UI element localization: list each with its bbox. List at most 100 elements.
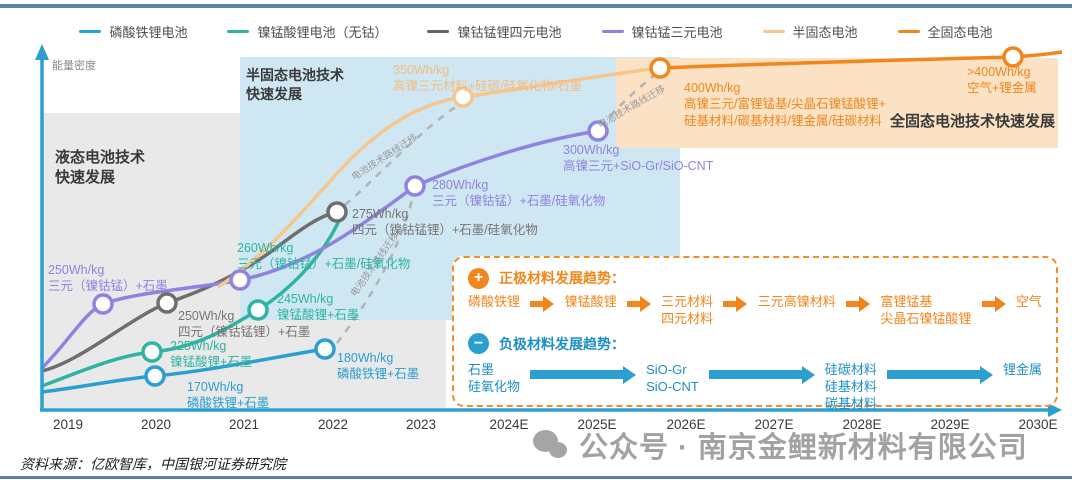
x-tick: 2024E bbox=[489, 417, 529, 432]
cathode-step: 磷酸铁锂 bbox=[468, 294, 521, 309]
migration-path-quaternary-to-semi bbox=[344, 102, 461, 206]
label-245: 245Wh/kg 镍锰酸锂+石墨 bbox=[277, 292, 360, 323]
quaternary-line bbox=[41, 210, 338, 373]
y-axis-arrowhead bbox=[35, 44, 49, 60]
x-tick: 2025E bbox=[577, 417, 617, 432]
point-lmo-245 bbox=[247, 299, 269, 321]
x-tick: 2021 bbox=[228, 417, 260, 432]
region-solid-state bbox=[616, 58, 1058, 148]
anode-flow: 石墨 硅氧化物 SiO-Gr SiO-CNT 硅碳材料 硅基材料 碳基材料 锂金… bbox=[468, 362, 1042, 413]
legend-item-lmo: 镍锰酸锂电池（无钴） bbox=[227, 22, 387, 41]
watermark-text: 公众号 · 南京金鲤新材料有限公司 bbox=[579, 432, 1028, 464]
legend-swatch-ternary bbox=[601, 30, 624, 33]
point-ternary-260 bbox=[229, 269, 251, 291]
wechat-icon bbox=[533, 428, 573, 462]
anode-step: SiO-Gr SiO-CNT bbox=[646, 361, 699, 394]
migration-connectors bbox=[336, 72, 658, 344]
cathode-trend-title: 正极材料发展趋势： bbox=[499, 270, 625, 286]
label-250-ternary: 250Wh/kg 三元（镍钴锰）+石墨 bbox=[48, 263, 168, 294]
legend-label: 镍锰酸锂电池（无钴） bbox=[257, 25, 388, 40]
cathode-step: 镍锰酸锂 bbox=[564, 294, 617, 309]
legend-item-solid-state: 全固态电池 bbox=[897, 22, 993, 41]
point-ternary-300 bbox=[587, 120, 609, 142]
point-quaternary-250 bbox=[156, 292, 178, 314]
minus-icon: − bbox=[468, 333, 489, 355]
bottom-border bbox=[0, 476, 1072, 479]
legend-label: 磷酸铁锂电池 bbox=[109, 25, 188, 40]
x-tick: 2028E bbox=[842, 417, 882, 432]
legend-swatch-solid-state bbox=[897, 30, 920, 33]
cathode-title-row: + 正极材料发展趋势： bbox=[468, 266, 1042, 290]
top-border bbox=[0, 4, 1072, 8]
anode-step: 硅碳材料 硅基材料 碳基材料 bbox=[824, 361, 877, 411]
x-tick: 2027E bbox=[754, 417, 794, 432]
point-semi-350 bbox=[452, 86, 474, 108]
arrow-right-icon bbox=[708, 365, 815, 384]
arrow-right-icon bbox=[981, 296, 1006, 312]
x-tick: 2022 bbox=[317, 417, 349, 432]
label-250-quaternary: 250Wh/kg 四元（镍钴锰锂）+石墨 bbox=[178, 309, 311, 340]
label-280: 280Wh/kg 三元（镍钴锰）+石墨/硅氧化物 bbox=[432, 178, 606, 209]
semi-solid-line bbox=[217, 66, 661, 289]
point-quaternary-275 bbox=[326, 201, 348, 223]
point-ternary-250 bbox=[92, 293, 114, 315]
legend-item-ternary: 镍钴锰三元电池 bbox=[601, 22, 723, 41]
axes bbox=[40, 56, 1050, 412]
point-lfp-180 bbox=[314, 338, 336, 360]
legend-swatch-lmo bbox=[227, 30, 250, 33]
label-400: 400Wh/kg 高镍三元/富锂锰基/尖晶石镍锰酸锂+ 硅基材料/碳基材料/锂金属/… bbox=[684, 81, 886, 128]
legend-label: 镍钴锰三元电池 bbox=[631, 25, 723, 40]
cathode-step: 富锂锰基 尖晶石镍锰酸锂 bbox=[880, 294, 972, 326]
legend-item-semi-solid: 半固态电池 bbox=[762, 22, 858, 41]
migration-path-ternary-to-solid bbox=[599, 72, 658, 127]
x-tick: 2019 bbox=[52, 417, 84, 432]
y-axis-label: 能量密度 bbox=[52, 60, 96, 72]
label-180: 180Wh/kg 磷酸铁锂+石墨 bbox=[337, 351, 420, 382]
legend-label: 半固态电池 bbox=[792, 25, 858, 40]
chart-legend: 磷酸铁锂电池 镍锰酸锂电池（无钴） 镍钴锰锂四元电池 镍钴锰三元电池 半固态电池… bbox=[0, 22, 1072, 41]
arrow-right-icon bbox=[886, 365, 993, 384]
arrow-right-icon bbox=[530, 365, 637, 384]
source-note: 资料来源：亿欧智库，中国银河证券研究院 bbox=[20, 458, 286, 473]
arrow-right-icon bbox=[530, 296, 555, 312]
label-gt400: >400Wh/kg 空气+锂金属 bbox=[967, 65, 1037, 96]
legend-item-lfp: 磷酸铁锂电池 bbox=[79, 22, 187, 41]
arrow-right-icon bbox=[626, 296, 651, 312]
anode-step: 石墨 硅氧化物 bbox=[468, 361, 521, 394]
x-tick: 2026E bbox=[666, 417, 706, 432]
cathode-step: 三元材料 四元材料 bbox=[661, 294, 714, 326]
arrow-right-icon bbox=[723, 296, 748, 312]
region-title-liquid: 液态电池技术 快速发展 bbox=[55, 149, 146, 187]
migration-path-lfp-to-ternary bbox=[336, 195, 415, 344]
point-solid-gt400 bbox=[1002, 46, 1024, 68]
label-170: 170Wh/kg 磷酸铁锂+石墨 bbox=[187, 380, 270, 411]
lmo-line bbox=[41, 213, 344, 388]
label-350: 350Wh/kg 高镍三元材料+硅碳/硅氧化物/石墨 bbox=[393, 63, 583, 94]
label-225: 225Wh/kg 镍锰酸锂+石墨 bbox=[170, 339, 253, 370]
solid-state-line bbox=[659, 50, 1063, 70]
cathode-step: 空气 bbox=[1015, 294, 1042, 309]
anode-trend-title: 负极材料发展趋势： bbox=[499, 335, 625, 352]
label-300: 300Wh/kg 高镍三元+SiO-Gr/SiO-CNT bbox=[563, 143, 714, 174]
label-260: 260Wh/kg 三元（镍钴锰）+石墨/硅氧化物 bbox=[237, 241, 411, 272]
legend-swatch-quaternary bbox=[427, 30, 450, 33]
x-tick: 2029E bbox=[930, 417, 970, 432]
plus-icon: + bbox=[468, 267, 489, 289]
x-tick: 2020 bbox=[140, 417, 172, 432]
legend-swatch-lfp bbox=[79, 30, 102, 33]
point-solid-400 bbox=[649, 57, 671, 79]
legend-label: 镍钴锰锂四元电池 bbox=[457, 25, 562, 40]
data-points bbox=[92, 46, 1024, 387]
cathode-flow: 磷酸铁锂 镍锰酸锂 三元材料 四元材料 三元高镍材料 富锂锰基 尖晶石镍锰酸锂 … bbox=[468, 294, 1042, 328]
point-lfp-170 bbox=[144, 365, 166, 387]
watermark: 公众号 · 南京金鲤新材料有限公司 bbox=[533, 424, 1028, 466]
anode-step: 锂金属 bbox=[1002, 361, 1042, 377]
x-tick: 2030E bbox=[1018, 417, 1058, 432]
x-axis-arrowhead bbox=[1048, 403, 1062, 417]
point-lmo-225 bbox=[141, 341, 163, 363]
arrow-right-icon bbox=[846, 296, 871, 312]
x-tick: 2023 bbox=[405, 417, 437, 432]
point-ternary-280 bbox=[404, 175, 426, 197]
legend-item-quaternary: 镍钴锰锂四元电池 bbox=[427, 22, 562, 41]
